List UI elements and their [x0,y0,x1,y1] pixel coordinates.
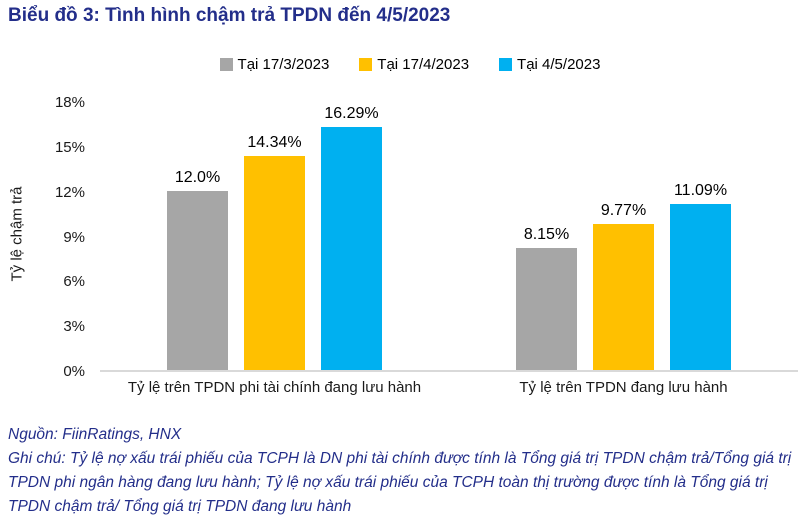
x-axis-category-labels: Tỷ lệ trên TPDN phi tài chính đang lưu h… [100,379,798,396]
legend-label: Tại 17/3/2023 [237,56,330,73]
bar: 14.34% [244,134,305,370]
x-category-label: Tỷ lệ trên TPDN đang lưu hành [519,379,728,396]
legend-label: Tại 17/4/2023 [377,56,470,73]
footer-notes: Nguồn: FiinRatings, HNX Ghi chú: Tỷ lệ n… [8,423,803,519]
y-tick-label: 0% [63,363,85,380]
legend-swatch-icon [499,58,513,71]
source-note: Nguồn: FiinRatings, HNX [8,426,182,443]
y-axis-tick-labels: 0% 3% 6% 9% 12% 15% 18% [0,94,85,380]
legend-item: Tại 4/5/2023 [499,56,600,73]
bar-value-label: 8.15% [523,226,570,243]
legend-item: Tại 17/3/2023 [219,56,330,73]
bar-group: 12.0% 14.34% 16.29% [100,95,449,370]
y-tick-label: 9% [63,228,85,246]
chart-legend: Tại 17/3/2023 Tại 17/4/2023 Tại 4/5/2023 [60,56,760,73]
legend-item: Tại 17/4/2023 [359,56,469,73]
bar-value-label: 9.77% [600,202,647,219]
chart-title: Biểu đồ 3: Tình hình chậm trả TPDN đến 4… [8,5,451,26]
bar-group: 8.15% 9.77% 11.09% [449,95,798,370]
y-tick-label: 12% [54,183,85,201]
x-category-label: Tỷ lệ trên TPDN phi tài chính đang lưu h… [127,379,422,396]
legend-swatch-icon [359,58,373,71]
bar-value-label: 12.0% [174,169,221,186]
bar: 11.09% [670,182,731,370]
legend-label: Tại 4/5/2023 [517,56,601,73]
plot-area: 12.0% 14.34% 16.29% 8.15% 9.77% 11.09% [100,95,798,372]
bar: 8.15% [516,226,577,370]
bar-value-label: 11.09% [673,182,728,199]
y-tick-label: 15% [54,138,85,156]
method-note: Ghi chú: Tỷ lệ nợ xấu trái phiếu của TCP… [8,450,792,515]
bar-value-label: 14.34% [247,134,302,151]
y-tick-label: 6% [63,273,85,291]
bar: 16.29% [321,105,382,370]
bar: 9.77% [593,202,654,370]
legend-swatch-icon [219,58,233,71]
y-tick-label: 3% [63,318,85,336]
bar: 12.0% [167,169,228,370]
bar-value-label: 16.29% [324,105,379,122]
y-tick-label: 18% [54,94,85,111]
